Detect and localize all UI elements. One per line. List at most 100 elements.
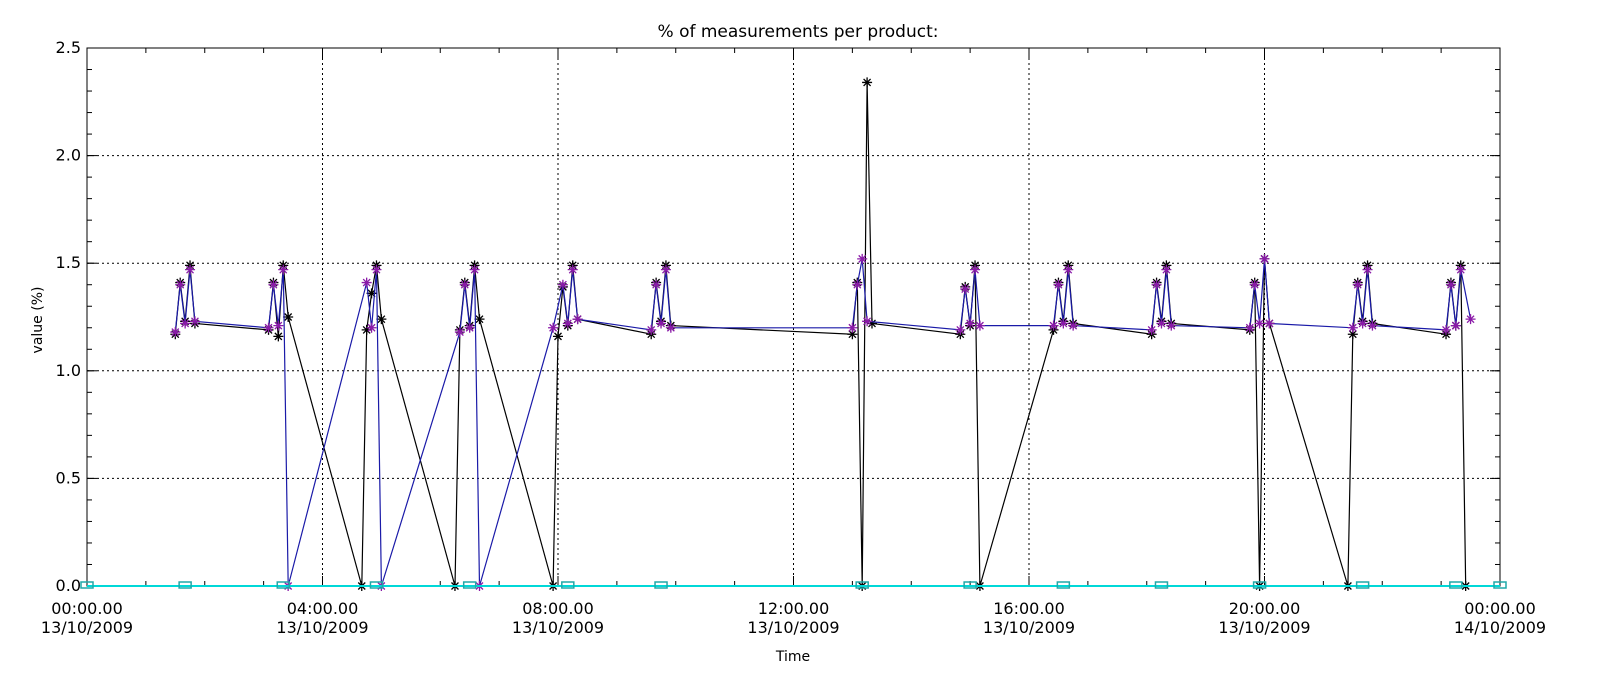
data-point	[1151, 279, 1162, 290]
data-point	[459, 279, 470, 290]
x-axis: 00:00.0013/10/200904:00.0013/10/200908:0…	[41, 48, 1546, 637]
data-point	[283, 312, 294, 322]
gridlines	[87, 48, 1500, 586]
series-2	[80, 581, 1507, 589]
x-tick-time: 00:00.00	[51, 599, 123, 618]
data-point	[974, 320, 985, 331]
data-point	[366, 288, 377, 299]
data-point	[562, 318, 573, 329]
data-point	[852, 279, 863, 290]
data-point	[1362, 264, 1373, 275]
data-point	[1445, 279, 1456, 290]
x-tick-date: 13/10/2009	[41, 618, 133, 637]
data-point	[665, 322, 676, 333]
data-point	[1259, 253, 1270, 264]
data-point	[553, 331, 563, 342]
x-tick-date: 13/10/2009	[1218, 618, 1310, 637]
data-point	[1352, 279, 1363, 290]
series-layer	[80, 77, 1507, 591]
y-tick-label: 2.0	[56, 146, 81, 165]
data-point	[278, 264, 289, 275]
data-point	[189, 316, 200, 327]
data-point	[361, 324, 372, 335]
data-point	[1347, 322, 1358, 333]
data-point	[376, 314, 387, 325]
y-tick-label: 1.5	[56, 253, 81, 272]
chart-title: % of measurements per product:	[658, 22, 939, 42]
x-tick-date: 13/10/2009	[747, 618, 839, 637]
data-point	[369, 581, 384, 589]
data-point	[1244, 322, 1255, 333]
data-point	[462, 581, 477, 589]
y-tick-label: 2.5	[56, 38, 81, 57]
data-point	[276, 581, 290, 589]
x-tick-time: 12:00.00	[758, 599, 830, 618]
data-point	[1449, 581, 1463, 589]
data-point	[1493, 581, 1507, 589]
data-point	[660, 264, 671, 275]
x-tick-time: 16:00.00	[993, 599, 1065, 618]
x-tick-date: 14/10/2009	[1454, 618, 1546, 637]
data-point	[1455, 264, 1466, 275]
data-point	[1156, 318, 1167, 329]
data-point	[955, 324, 966, 335]
data-point	[1347, 329, 1358, 340]
data-point	[1450, 320, 1461, 331]
data-point	[1053, 279, 1064, 290]
data-point	[970, 264, 981, 275]
data-point	[867, 318, 877, 329]
data-point	[862, 77, 873, 88]
data-point	[857, 253, 868, 264]
data-point	[1146, 324, 1157, 335]
y-axis-label: value (%)	[30, 287, 46, 354]
x-tick-time: 08:00.00	[522, 599, 594, 618]
data-point	[1465, 314, 1476, 325]
data-point	[464, 322, 475, 333]
data-point	[1441, 324, 1452, 335]
data-point	[654, 581, 668, 589]
x-tick-time: 20:00.00	[1229, 599, 1301, 618]
data-point	[1068, 320, 1079, 331]
x-tick-date: 13/10/2009	[512, 618, 604, 637]
data-point	[1367, 320, 1378, 331]
data-point	[273, 331, 284, 342]
data-point	[965, 318, 976, 329]
data-point	[1254, 318, 1265, 329]
data-point	[646, 324, 657, 335]
data-point	[1252, 581, 1267, 589]
data-point	[80, 581, 94, 589]
data-point	[175, 279, 186, 290]
x-axis-label: Time	[775, 649, 810, 665]
data-point	[963, 581, 977, 589]
data-point	[1063, 264, 1074, 275]
data-point	[862, 316, 873, 327]
data-point	[474, 314, 485, 325]
y-axis: 0.0 0.5 1.0 1.5 2.0 2.5	[56, 38, 1500, 595]
data-point	[263, 322, 274, 333]
data-point	[1048, 320, 1059, 331]
data-point	[268, 279, 279, 290]
data-point	[180, 318, 191, 329]
y-tick-label: 1.0	[56, 361, 81, 380]
data-point	[567, 264, 578, 275]
data-point	[1161, 264, 1172, 275]
x-tick-date: 13/10/2009	[276, 618, 368, 637]
series-1	[170, 253, 1476, 591]
y-tick-label: 0.0	[56, 576, 81, 595]
data-point	[847, 329, 858, 340]
data-point	[454, 327, 465, 338]
data-point	[170, 327, 181, 338]
data-point	[1166, 320, 1177, 331]
x-tick-time: 00:00.00	[1464, 599, 1536, 618]
data-point	[1154, 581, 1169, 589]
data-point	[651, 279, 662, 290]
data-point	[1056, 581, 1071, 589]
data-point	[855, 581, 869, 589]
data-point	[960, 284, 971, 295]
data-point	[185, 264, 196, 275]
data-point	[1058, 318, 1069, 329]
data-point	[847, 322, 858, 333]
data-point	[1355, 581, 1370, 589]
